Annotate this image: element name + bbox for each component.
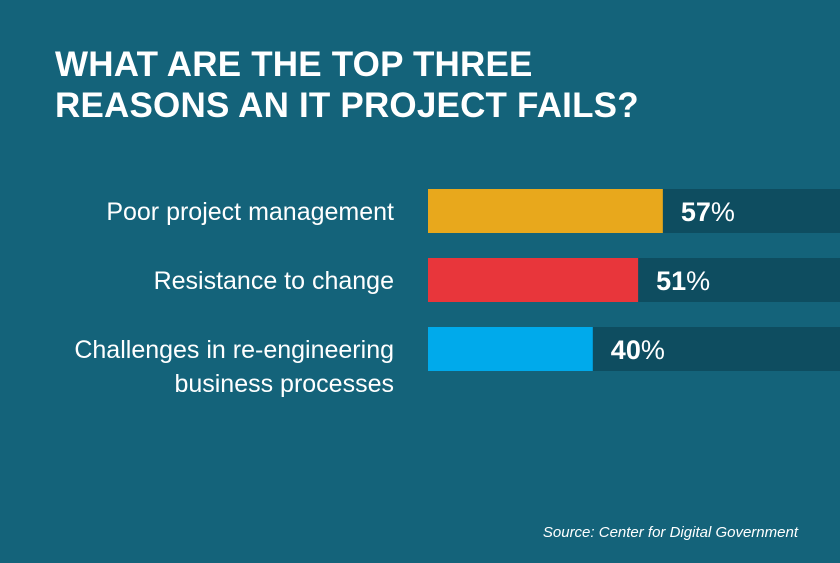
category-label: Resistance to change [154, 267, 394, 295]
bar-value-number: 57 [681, 197, 711, 227]
source-note: Source: Center for Digital Government [542, 524, 798, 541]
bar-value-number: 51 [656, 266, 686, 296]
bar-value-suffix: % [686, 266, 710, 296]
bar-value-number: 40 [611, 335, 641, 365]
bar-value-label: 40% [611, 335, 665, 365]
category-label: business processes [174, 370, 394, 398]
bar-value-suffix: % [641, 335, 665, 365]
bar [428, 258, 639, 302]
bar [428, 327, 593, 371]
bar-value-label: 57% [681, 197, 735, 227]
chart-title-line-2: REASONS AN IT PROJECT FAILS? [55, 86, 639, 125]
category-label: Challenges in re-engineering [74, 336, 394, 364]
bar [428, 189, 663, 233]
bar-value-suffix: % [711, 197, 735, 227]
chart-title: WHAT ARE THE TOP THREE REASONS AN IT PRO… [55, 44, 755, 126]
chart-title-line-1: WHAT ARE THE TOP THREE [55, 45, 533, 84]
category-label: Poor project management [106, 198, 394, 226]
bars-layer: 57% Poor project management 51% Resistance … [74, 189, 840, 398]
bar-value-label: 51% [656, 266, 710, 296]
